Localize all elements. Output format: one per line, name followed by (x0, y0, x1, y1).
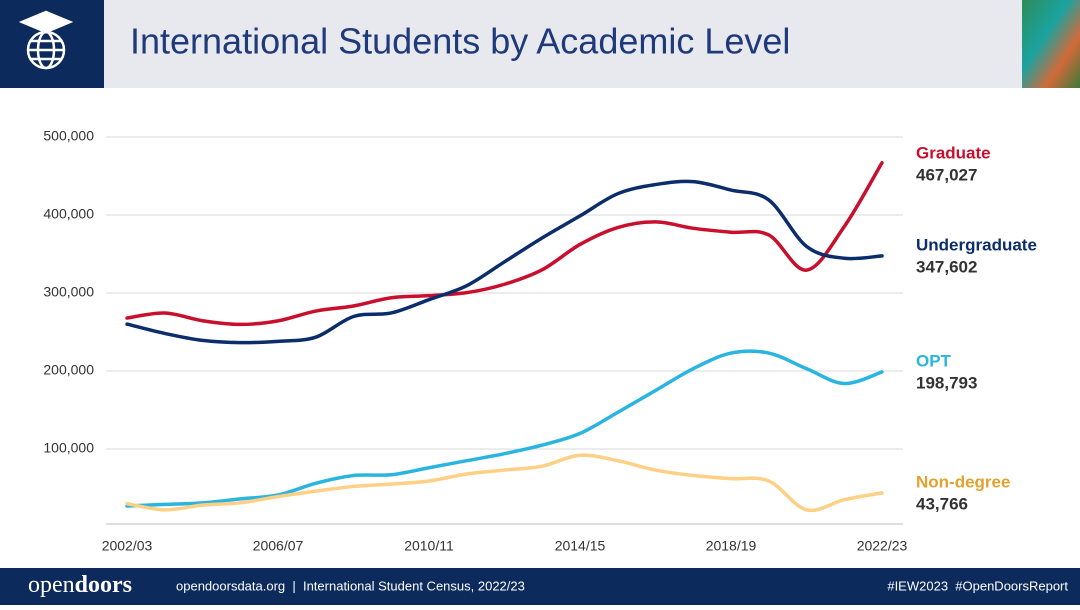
value-label: 43,766 (916, 494, 968, 513)
y-tick-label: 400,000 (43, 206, 94, 222)
plot: 100,000 200,000 300,000 400,000 500,000 2002/… (43, 128, 1037, 554)
y-tick-label: 300,000 (43, 284, 94, 300)
brand: opendoors (28, 572, 132, 598)
footer-tags: #IEW2023 #OpenDoorsReport (887, 578, 1068, 593)
y-tick-label: 500,000 (43, 128, 94, 144)
footer-bar (0, 568, 1080, 605)
header-bar (0, 0, 1080, 88)
decorative-image (1022, 0, 1080, 88)
series-line (125, 453, 884, 513)
x-tick-label: 2018/19 (706, 538, 757, 554)
legend-label: Graduate (916, 143, 991, 162)
series-line (125, 160, 884, 327)
x-tick-label: 2010/11 (404, 538, 454, 554)
x-tick-label: 2006/07 (253, 538, 304, 554)
logo-icon (18, 10, 74, 70)
brand-light: open (28, 572, 75, 598)
slide-title: International Students by Academic Level (130, 21, 790, 62)
series-line (125, 349, 884, 508)
x-tick-label: 2022/23 (857, 538, 908, 554)
series-line (125, 179, 884, 345)
x-tick-label: 2002/03 (102, 538, 153, 554)
y-tick-label: 100,000 (43, 440, 94, 456)
y-tick-label: 200,000 (43, 362, 94, 378)
footer-source: opendoorsdata.org | International Studen… (176, 578, 525, 593)
legend-label: OPT (916, 351, 952, 370)
value-label: 347,602 (916, 257, 977, 276)
value-label: 198,793 (916, 373, 977, 392)
legend-label: Non-degree (916, 472, 1010, 491)
legend-label: Undergraduate (916, 235, 1037, 254)
x-tick-label: 2014/15 (555, 538, 606, 554)
value-label: 467,027 (916, 165, 977, 184)
brand-bold: doors (75, 572, 132, 598)
